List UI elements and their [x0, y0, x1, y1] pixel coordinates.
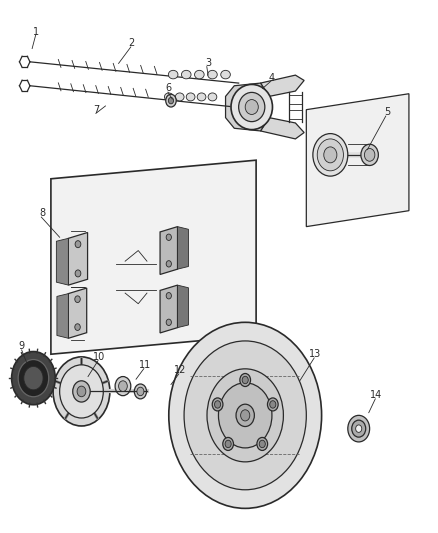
Polygon shape: [160, 285, 177, 333]
Text: 13: 13: [309, 349, 321, 359]
Ellipse shape: [208, 93, 217, 101]
Circle shape: [60, 365, 103, 418]
Circle shape: [348, 415, 370, 442]
Circle shape: [73, 381, 90, 402]
Ellipse shape: [239, 92, 265, 122]
Circle shape: [18, 360, 49, 397]
Text: 11: 11: [139, 360, 151, 370]
Circle shape: [212, 398, 223, 411]
Circle shape: [75, 270, 81, 277]
Circle shape: [134, 384, 147, 399]
Circle shape: [75, 324, 80, 330]
Circle shape: [364, 149, 375, 161]
Circle shape: [24, 367, 43, 390]
Circle shape: [75, 241, 81, 248]
Circle shape: [115, 376, 131, 395]
Circle shape: [361, 144, 378, 165]
Circle shape: [169, 322, 321, 508]
Circle shape: [270, 401, 276, 408]
Circle shape: [240, 410, 250, 421]
Text: 9: 9: [18, 341, 25, 351]
Circle shape: [75, 296, 80, 303]
Circle shape: [166, 234, 171, 240]
Circle shape: [166, 293, 171, 299]
Polygon shape: [306, 94, 409, 227]
Circle shape: [352, 420, 366, 437]
Circle shape: [215, 401, 221, 408]
Circle shape: [324, 147, 337, 163]
Ellipse shape: [175, 93, 184, 101]
Circle shape: [53, 357, 110, 426]
Circle shape: [77, 386, 86, 397]
Ellipse shape: [186, 93, 195, 101]
Polygon shape: [261, 75, 304, 96]
Circle shape: [317, 139, 343, 171]
Circle shape: [223, 438, 233, 450]
Circle shape: [119, 381, 127, 391]
Ellipse shape: [181, 70, 191, 79]
Circle shape: [184, 341, 306, 490]
Circle shape: [166, 319, 171, 326]
Ellipse shape: [221, 70, 230, 79]
Circle shape: [137, 387, 144, 395]
Ellipse shape: [208, 70, 217, 79]
Text: 12: 12: [173, 365, 186, 375]
Circle shape: [259, 440, 265, 448]
Text: 10: 10: [93, 352, 105, 362]
Circle shape: [166, 94, 176, 107]
Text: 6: 6: [166, 83, 172, 93]
Polygon shape: [68, 288, 87, 338]
Text: 1: 1: [32, 27, 39, 37]
Polygon shape: [160, 227, 177, 274]
Ellipse shape: [168, 70, 178, 79]
Circle shape: [236, 404, 254, 426]
Text: 4: 4: [268, 73, 275, 83]
Circle shape: [12, 352, 55, 405]
Polygon shape: [57, 294, 68, 338]
Polygon shape: [226, 83, 269, 131]
Circle shape: [166, 261, 171, 267]
Polygon shape: [51, 160, 256, 354]
Ellipse shape: [231, 84, 272, 130]
Text: 14: 14: [370, 390, 382, 400]
Polygon shape: [68, 232, 88, 285]
Ellipse shape: [194, 70, 204, 79]
Polygon shape: [261, 118, 304, 139]
Text: 5: 5: [384, 107, 390, 117]
Circle shape: [356, 425, 362, 432]
Text: 8: 8: [39, 208, 45, 219]
Circle shape: [219, 383, 272, 448]
Polygon shape: [177, 285, 188, 328]
Polygon shape: [57, 238, 68, 285]
Ellipse shape: [245, 100, 258, 115]
Ellipse shape: [164, 93, 173, 101]
Circle shape: [313, 134, 348, 176]
Text: 2: 2: [128, 38, 135, 48]
Polygon shape: [177, 227, 188, 269]
Circle shape: [257, 438, 268, 450]
Circle shape: [242, 376, 248, 384]
Circle shape: [225, 440, 231, 448]
Circle shape: [168, 98, 173, 104]
Circle shape: [207, 369, 283, 462]
Text: 7: 7: [94, 104, 100, 115]
Ellipse shape: [197, 93, 206, 101]
Text: 3: 3: [205, 58, 211, 68]
Circle shape: [240, 374, 251, 386]
Circle shape: [268, 398, 278, 411]
